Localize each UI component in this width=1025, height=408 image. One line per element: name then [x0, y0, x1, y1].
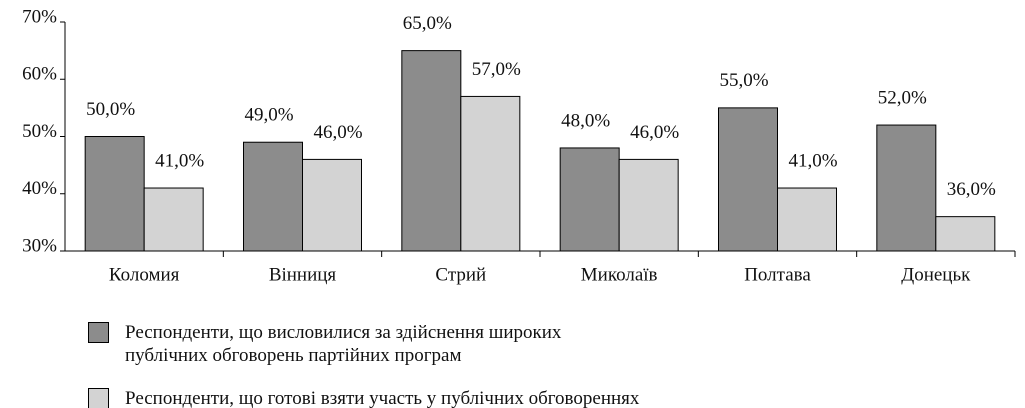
value-label: 49,0%	[244, 105, 293, 126]
y-tick-label: 60%	[22, 64, 57, 85]
bar	[935, 216, 996, 252]
chart: 30% 40% 50% 60% 70% Коломия 50,0% 41,0% Вінниця 4…	[22, 6, 1016, 285]
value-label: 52,0%	[878, 87, 927, 108]
bar	[559, 147, 620, 252]
value-label: 55,0%	[719, 70, 768, 91]
x-tick-label: Полтава	[744, 264, 811, 285]
legend-swatch	[88, 388, 109, 408]
value-label: 46,0%	[313, 122, 362, 143]
value-label: 57,0%	[472, 59, 521, 80]
y-tick-label: 40%	[22, 178, 57, 199]
value-label: 46,0%	[630, 122, 679, 143]
y-tick-label: 50%	[22, 121, 57, 142]
bar	[718, 107, 778, 252]
bar	[143, 187, 204, 252]
bar	[876, 124, 937, 252]
bar	[243, 141, 303, 252]
x-tick-label: Миколаїв	[581, 264, 658, 285]
legend-item: Респонденти, що готові взяти участь у пу…	[88, 387, 788, 408]
bar	[302, 158, 362, 252]
legend-label: Респонденти, що готові взяти участь у пу…	[125, 388, 640, 408]
value-label: 36,0%	[947, 179, 996, 200]
value-label: 65,0%	[403, 13, 452, 34]
value-label: 50,0%	[86, 99, 135, 120]
bar	[618, 158, 679, 252]
x-tick-label: Донецьк	[901, 264, 971, 285]
bar	[460, 95, 521, 252]
value-label: 41,0%	[155, 150, 204, 171]
bar	[84, 136, 145, 252]
y-tick-label: 30%	[22, 235, 57, 256]
value-label: 41,0%	[788, 150, 837, 171]
y-tick-label: 70%	[22, 6, 57, 27]
x-tick-label: Стрий	[435, 264, 486, 285]
legend-item: Респонденти, що висловилися за здійсненн…	[88, 321, 568, 367]
legend-label: Респонденти, що висловилися за здійсненн…	[125, 322, 562, 366]
x-tick-label: Вінниця	[269, 264, 337, 285]
legend-swatch	[88, 322, 109, 343]
x-tick-label: Коломия	[109, 264, 180, 285]
bar	[401, 50, 462, 252]
bar	[777, 187, 837, 252]
value-label: 48,0%	[561, 110, 610, 131]
